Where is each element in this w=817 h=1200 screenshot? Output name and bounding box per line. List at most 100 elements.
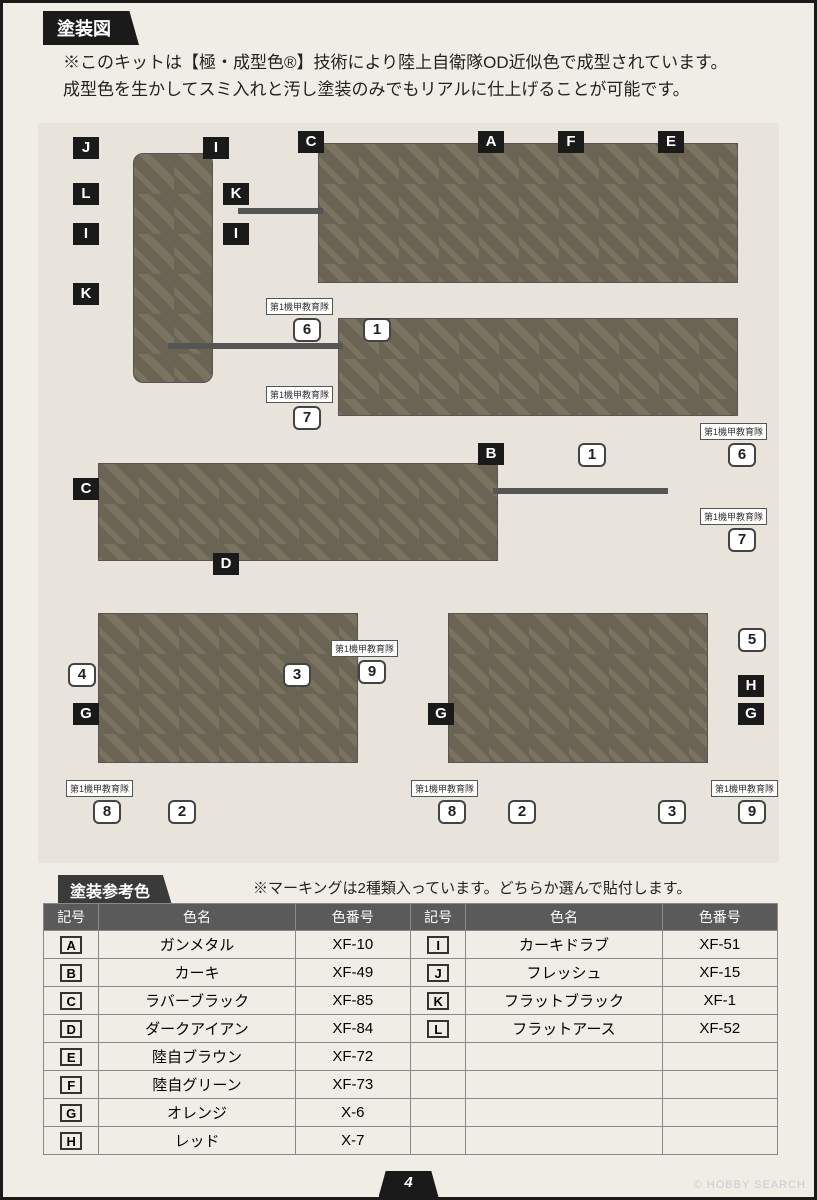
- tank-barrel-top: [238, 208, 323, 214]
- unit-label-3: 第1機甲教育隊: [700, 423, 767, 440]
- callout-i2: I: [73, 223, 99, 245]
- callout-c: C: [298, 131, 324, 153]
- table-cell: I: [410, 931, 465, 959]
- unit-label-1: 第1機甲教育隊: [266, 298, 333, 315]
- table-cell: [662, 1071, 777, 1099]
- symbol-box: K: [427, 992, 449, 1010]
- table-header-row: 記号 色名 色番号 記号 色名 色番号: [44, 904, 778, 931]
- table-row: GオレンジX-6: [44, 1099, 778, 1127]
- callout-1b: 1: [578, 443, 606, 467]
- callout-b: B: [478, 443, 504, 465]
- symbol-box: D: [60, 1020, 82, 1038]
- table-cell: ダークアイアン: [99, 1015, 295, 1043]
- table-cell: 陸自ブラウン: [99, 1043, 295, 1071]
- callout-7b: 7: [728, 528, 756, 552]
- callout-f: F: [558, 131, 584, 153]
- th-name-2: 色名: [466, 904, 662, 931]
- callout-e: E: [658, 131, 684, 153]
- symbol-box: J: [427, 964, 449, 982]
- callout-a: A: [478, 131, 504, 153]
- painting-diagram-area: J I L K I I K C A F E B C D G G H G 6 1 …: [38, 123, 779, 863]
- table-row: AガンメタルXF-10IカーキドラブXF-51: [44, 931, 778, 959]
- table-cell: L: [410, 1015, 465, 1043]
- tank-barrel-side2: [493, 488, 668, 494]
- unit-label-8: 第1機甲教育隊: [711, 780, 778, 797]
- th-code-1: 色番号: [295, 904, 410, 931]
- table-cell: XF-72: [295, 1043, 410, 1071]
- table-cell: XF-10: [295, 931, 410, 959]
- page-number-badge: 4: [379, 1171, 439, 1197]
- table-cell: XF-49: [295, 959, 410, 987]
- unit-label-4: 第1機甲教育隊: [700, 508, 767, 525]
- table-cell: [662, 1127, 777, 1155]
- table-cell: J: [410, 959, 465, 987]
- table-cell: [410, 1099, 465, 1127]
- table-cell: [466, 1071, 662, 1099]
- symbol-box: C: [60, 992, 82, 1010]
- th-name-1: 色名: [99, 904, 295, 931]
- unit-label-2: 第1機甲教育隊: [266, 386, 333, 403]
- table-row: BカーキXF-49JフレッシュXF-15: [44, 959, 778, 987]
- table-cell: D: [44, 1015, 99, 1043]
- symbol-box: L: [427, 1020, 449, 1038]
- table-cell: 陸自グリーン: [99, 1071, 295, 1099]
- callout-8: 8: [93, 800, 121, 824]
- table-cell: XF-1: [662, 987, 777, 1015]
- th-symbol-1: 記号: [44, 904, 99, 931]
- symbol-box: E: [60, 1048, 82, 1066]
- table-cell: [662, 1099, 777, 1127]
- table-cell: カーキ: [99, 959, 295, 987]
- table-cell: K: [410, 987, 465, 1015]
- callout-i3: I: [223, 223, 249, 245]
- callout-8b: 8: [438, 800, 466, 824]
- callout-g3: G: [738, 703, 764, 725]
- marking-note: ※マーキングは2種類入っています。どちらか選んで貼付します。: [253, 877, 691, 898]
- callout-3: 3: [283, 663, 311, 687]
- table-cell: G: [44, 1099, 99, 1127]
- callout-l: L: [73, 183, 99, 205]
- callout-1: 1: [363, 318, 391, 342]
- th-symbol-2: 記号: [410, 904, 465, 931]
- table-cell: フラットアース: [466, 1015, 662, 1043]
- callout-j: J: [73, 137, 99, 159]
- symbol-box: F: [60, 1076, 82, 1094]
- tank-top-view: [318, 143, 738, 283]
- callout-g: G: [73, 703, 99, 725]
- unit-label-6: 第1機甲教育隊: [66, 780, 133, 797]
- callout-7: 7: [293, 406, 321, 430]
- callout-i: I: [203, 137, 229, 159]
- tank-rear-view: [448, 613, 708, 763]
- callout-2: 2: [168, 800, 196, 824]
- callout-4: 4: [68, 663, 96, 687]
- table-cell: [466, 1127, 662, 1155]
- callout-2b: 2: [508, 800, 536, 824]
- table-cell: H: [44, 1127, 99, 1155]
- notice-line1: ※このキットは【極・成型色®】技術により陸上自衛隊OD近似色で成型されています。: [63, 53, 727, 72]
- table-row: F 陸自グリーンXF-73: [44, 1071, 778, 1099]
- color-reference-table: 記号 色名 色番号 記号 色名 色番号 AガンメタルXF-10IカーキドラブXF…: [43, 903, 778, 1155]
- watermark-text: © HOBBY SEARCH: [694, 1179, 806, 1191]
- table-cell: [410, 1071, 465, 1099]
- callout-6: 6: [293, 318, 321, 342]
- table-cell: [466, 1043, 662, 1071]
- table-cell: A: [44, 931, 99, 959]
- notice-text: ※このキットは【極・成型色®】技術により陸上自衛隊OD近似色で成型されています。…: [63, 49, 784, 103]
- table-cell: フレッシュ: [466, 959, 662, 987]
- symbol-box: B: [60, 964, 82, 982]
- callout-d: D: [213, 553, 239, 575]
- table-row: CラバーブラックXF-85KフラットブラックXF-1: [44, 987, 778, 1015]
- table-cell: [466, 1099, 662, 1127]
- notice-line2: 成型色を生かしてスミ入れと汚し塗装のみでもリアルに仕上げることが可能です。: [63, 80, 690, 99]
- table-cell: ラバーブラック: [99, 987, 295, 1015]
- page-frame: 塗装図 ※このキットは【極・成型色®】技術により陸上自衛隊OD近似色で成型されて…: [0, 0, 817, 1200]
- table-cell: レッド: [99, 1127, 295, 1155]
- table-cell: XF-84: [295, 1015, 410, 1043]
- symbol-box: H: [60, 1132, 82, 1150]
- tank-barrel-side1: [168, 343, 343, 349]
- callout-k2: K: [73, 283, 99, 305]
- table-cell: XF-73: [295, 1071, 410, 1099]
- tank-side-view-left: [338, 318, 738, 416]
- callout-h: H: [738, 675, 764, 697]
- tank-side-view-right: [98, 463, 498, 561]
- table-cell: [410, 1127, 465, 1155]
